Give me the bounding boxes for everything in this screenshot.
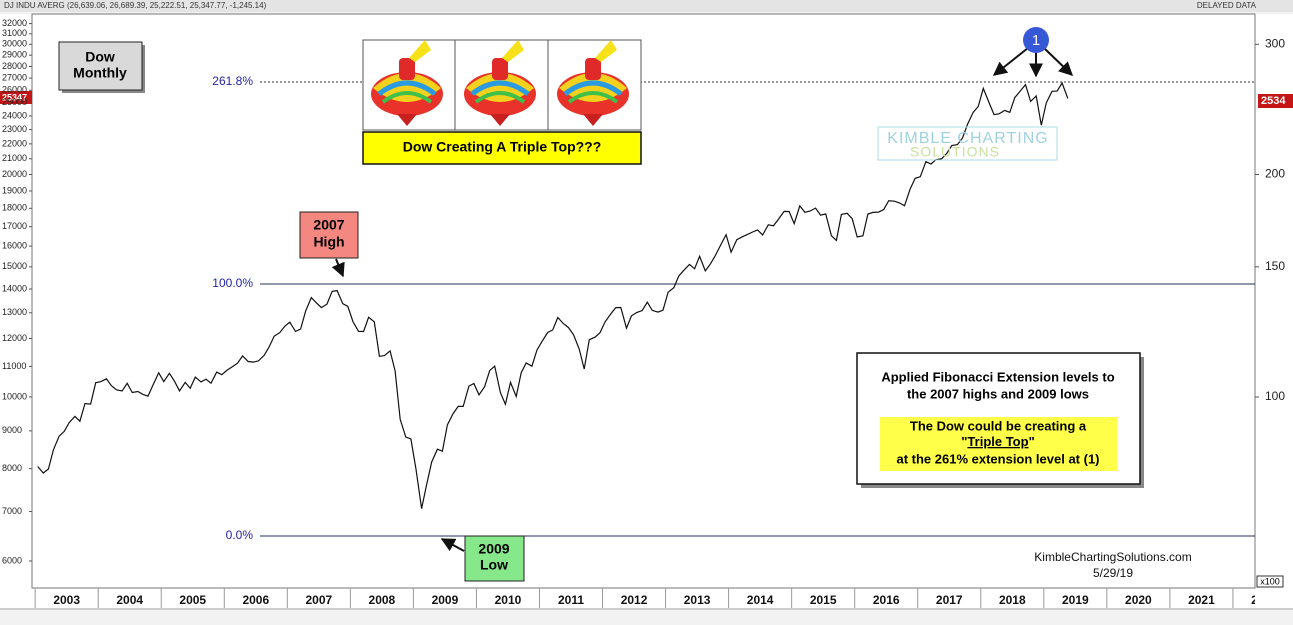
header: DJ INDU AVERG (26,639.06, 26,689.39, 25,…	[4, 1, 267, 10]
y2-tick-label: 200	[1265, 167, 1285, 181]
arrow	[992, 47, 1029, 76]
x-tick-label: 2019	[1062, 593, 1089, 607]
last-price-box	[1258, 94, 1293, 108]
y-tick-label: 10000	[2, 391, 27, 401]
headline: Dow Creating A Triple Top???	[403, 139, 602, 155]
y-tick-label: 7000	[2, 506, 22, 516]
x-tick-label: 2006	[242, 593, 269, 607]
y-tick-label: 31000	[2, 28, 27, 38]
y-tick-label: 8000	[2, 463, 22, 473]
x-tick-label: 2004	[116, 593, 143, 607]
note-line: the 2007 highs and 2009 lows	[907, 386, 1089, 401]
y-tick-label: 28000	[2, 61, 27, 71]
high-callout	[299, 211, 359, 259]
quote: "	[961, 434, 967, 449]
y2-tick-label: 150	[1265, 259, 1285, 273]
y-tick-label: 21000	[2, 153, 27, 163]
credit: KimbleChartingSolutions.com	[1034, 550, 1191, 564]
last-price: 2534	[1261, 95, 1286, 107]
y-tick-label: 9000	[2, 425, 22, 435]
x-tick-label: 2021	[1188, 593, 1215, 607]
marker-circle	[1023, 27, 1049, 53]
delayed-label: DELAYED DATA	[1197, 1, 1257, 10]
watermark: SOLUTIONS	[910, 144, 1000, 160]
y-tick-label: 18000	[2, 203, 27, 213]
arrow	[1043, 47, 1074, 76]
y-tick-label: 26000	[2, 85, 27, 95]
unit-box	[1256, 575, 1284, 588]
plot-area	[31, 13, 1256, 589]
x-tick-label: 2005	[179, 593, 206, 607]
date: 5/29/19	[1093, 566, 1133, 580]
headline-box	[362, 131, 642, 165]
x-tick-label: 2016	[873, 593, 900, 607]
y-tick-label: 25000	[2, 97, 27, 107]
y-tick-label: 13000	[2, 307, 27, 317]
fib-label: 100.0%	[212, 276, 253, 290]
y-tick-label: 19000	[2, 185, 27, 195]
header-bar	[0, 0, 1293, 12]
y2-tick-label: 300	[1265, 36, 1285, 50]
y-tick-label: 23000	[2, 124, 27, 134]
y2-unit: x100	[1260, 576, 1280, 586]
watermark: KIMBLE CHARTING	[887, 130, 1048, 147]
y-tick-label: 12000	[2, 333, 27, 343]
x-tick-label: 2010	[495, 593, 522, 607]
x-tick-label: 2008	[369, 593, 396, 607]
watermark-box	[877, 126, 1058, 161]
y-tick-label: 32000	[2, 18, 27, 28]
fib-label: 261.8%	[212, 74, 253, 88]
highlight-box	[880, 417, 1117, 471]
y-tick-label: 17000	[2, 221, 27, 231]
x-tick-label: 2009	[432, 593, 459, 607]
x-tick-label: 2014	[747, 593, 774, 607]
highlight-line: The Dow could be creating a	[910, 418, 1087, 433]
y2-tick-label: 100	[1265, 389, 1285, 403]
callout-text: 2009	[478, 541, 509, 557]
arrow	[331, 258, 345, 278]
y-tick-label: 15000	[2, 261, 27, 271]
quote: "	[1029, 434, 1035, 449]
x-tick-label: 2013	[684, 593, 711, 607]
y-tick-label: 6000	[2, 555, 22, 565]
x-tick-label: 2007	[305, 593, 332, 607]
x-tick-label: 2022	[1251, 593, 1278, 607]
x-tick-label: 2017	[936, 593, 963, 607]
highlight-term: Triple Top	[967, 434, 1028, 449]
x-tick-label: 2011	[558, 593, 584, 607]
highlight-line: "Triple Top"	[961, 434, 1035, 449]
title-line: Dow	[85, 49, 115, 65]
arrow	[440, 538, 465, 552]
title-line: Monthly	[73, 65, 127, 81]
y-tick-label: 22000	[2, 138, 27, 148]
y-tick-label: 14000	[2, 283, 27, 293]
callout-text: Low	[480, 557, 508, 573]
price-line	[37, 81, 1069, 509]
note-line: Applied Fibonacci Extension levels to	[881, 369, 1114, 384]
y-tick-label: 30000	[2, 39, 27, 49]
y-tick-label: 16000	[2, 240, 27, 250]
x-tick-label: 2003	[53, 593, 80, 607]
x-tick-label: 2012	[621, 593, 648, 607]
fib-label: 0.0%	[226, 528, 254, 542]
highlight-line: at the 261% extension level at (1)	[896, 451, 1099, 466]
low-callout	[464, 535, 525, 582]
x-tick-label: 2018	[999, 593, 1026, 607]
x-tick-label: 2015	[810, 593, 837, 607]
y-tick-label: 20000	[2, 169, 27, 179]
y-tick-label: 24000	[2, 110, 27, 120]
last-price: 25347	[2, 92, 27, 102]
last-price-box	[0, 91, 32, 104]
x-tick-label: 2020	[1125, 593, 1152, 607]
callout-text: 2007	[313, 217, 344, 233]
y-tick-label: 11000	[2, 361, 26, 371]
marker-label: 1	[1032, 32, 1040, 49]
title-box	[58, 41, 143, 91]
callout-text: High	[313, 234, 344, 250]
y-tick-label: 29000	[2, 50, 27, 60]
y-tick-label: 27000	[2, 73, 27, 83]
